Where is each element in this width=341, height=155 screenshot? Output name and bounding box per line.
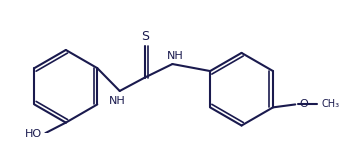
Text: S: S	[141, 30, 149, 43]
Text: NH: NH	[109, 96, 126, 106]
Text: CH₃: CH₃	[321, 100, 339, 109]
Text: NH: NH	[166, 51, 183, 60]
Text: HO: HO	[25, 129, 42, 139]
Text: O: O	[299, 100, 308, 109]
